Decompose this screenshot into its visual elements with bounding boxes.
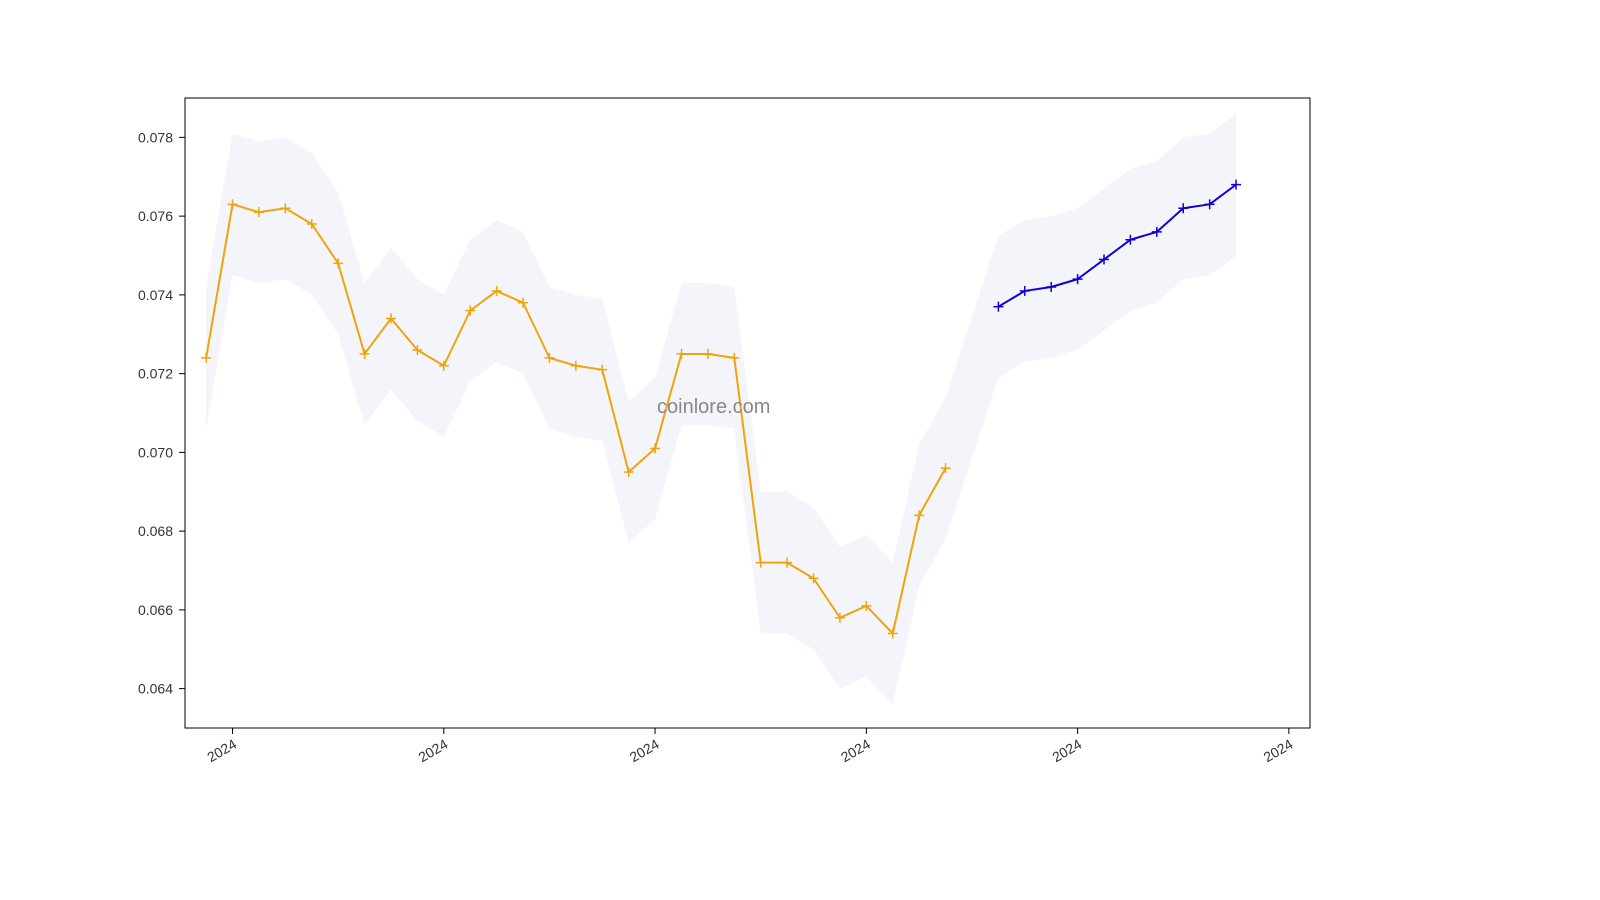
y-tick-label: 0.074 (138, 287, 173, 303)
y-tick-label: 0.072 (138, 366, 173, 382)
y-tick-label: 0.076 (138, 208, 173, 224)
chart-container: coinlore.com 0.064 0.066 0.068 0.070 0.072 0.0… (0, 0, 1600, 900)
price-chart: coinlore.com 0.064 0.066 0.068 0.070 0.072 0.0… (0, 0, 1600, 900)
y-tick-label: 0.068 (138, 523, 173, 539)
y-tick-label: 0.064 (138, 681, 173, 697)
y-tick-label: 0.070 (138, 444, 173, 460)
y-tick-label: 0.078 (138, 129, 173, 145)
y-tick-label: 0.066 (138, 602, 173, 618)
watermark-text: coinlore.com (657, 396, 770, 418)
